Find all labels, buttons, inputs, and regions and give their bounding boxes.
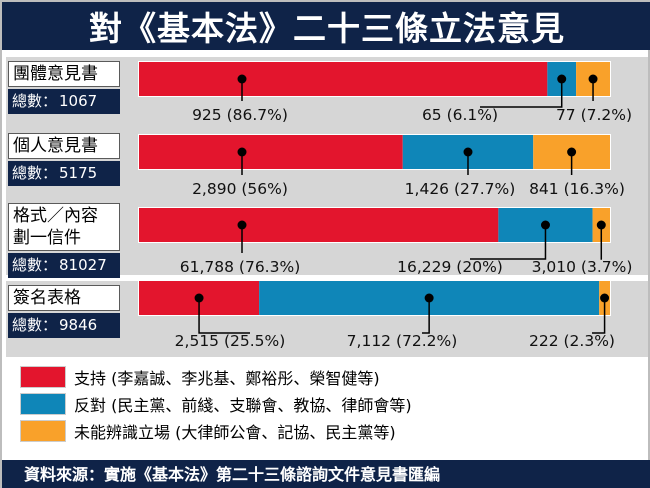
- category-name: 簽名表格: [8, 285, 120, 311]
- category-total: 總數： 9846: [8, 313, 120, 338]
- source-note: 資料來源：實施《基本法》第二十三條諮詢文件意見書匯編: [2, 460, 650, 488]
- legend-swatch: [20, 366, 66, 388]
- data-label: 841 (16.3%): [529, 180, 625, 198]
- label-dot: [424, 293, 434, 303]
- data-label: 61,788 (76.3%): [180, 258, 301, 276]
- label-dot: [237, 74, 247, 84]
- legend-item: 支持 (李嘉誠、李兆基、鄭裕彤、榮智健等): [20, 364, 380, 390]
- chart-title: 對《基本法》二十三條立法意見: [89, 9, 565, 48]
- category-name: 團體意見書: [8, 61, 120, 87]
- legend-label: 支持 (李嘉誠、李兆基、鄭裕彤、榮智健等): [74, 369, 380, 388]
- data-label: 65 (6.1%): [422, 106, 498, 124]
- data-label: 1,426 (27.7%): [405, 180, 516, 198]
- data-label: 3,010 (3.7%): [532, 258, 633, 276]
- label-dot: [567, 147, 577, 157]
- label-dot: [557, 74, 567, 84]
- label-dot: [237, 220, 247, 230]
- label-dot: [600, 293, 610, 303]
- label-dot: [194, 293, 204, 303]
- category-name: 格式／內容 劃一信件: [8, 203, 120, 251]
- category-total: 總數： 1067: [8, 89, 120, 114]
- legend-label: 未能辨識立場 (大律師公會、記協、民主黨等): [74, 423, 396, 442]
- legend-item: 反對 (民主黨、前綫、支聯會、教協、律師會等): [20, 391, 412, 417]
- label-pointer: [480, 79, 563, 108]
- label-pointer: [600, 225, 603, 260]
- category-total: 總數： 5175: [8, 161, 120, 186]
- data-label: 7,112 (72.2%): [347, 332, 458, 350]
- label-dot: [237, 147, 247, 157]
- legend-swatch: [20, 420, 66, 442]
- label-pointer: [470, 225, 547, 260]
- legend-label: 反對 (民主黨、前綫、支聯會、教協、律師會等): [74, 396, 412, 415]
- bar-segment: [139, 135, 403, 169]
- category-name: 個人意見書: [8, 133, 120, 159]
- data-label: 222 (2.3%): [529, 332, 615, 350]
- label-pointer: [198, 298, 250, 334]
- label-dot: [540, 220, 550, 230]
- label-pointer: [592, 298, 606, 334]
- legend-swatch: [20, 393, 66, 415]
- label-dot: [588, 74, 598, 84]
- data-label: 16,229 (20%): [397, 258, 503, 276]
- category-total: 總數： 81027: [8, 253, 120, 278]
- legend-item: 未能辨識立場 (大律師公會、記協、民主黨等): [20, 418, 396, 444]
- data-label: 2,515 (25.5%): [175, 332, 286, 350]
- data-label: 2,890 (56%): [192, 180, 288, 198]
- bar-segment: [139, 208, 499, 242]
- data-label: 77 (7.2%): [556, 106, 632, 124]
- label-pointer: [422, 298, 430, 334]
- label-dot: [463, 147, 473, 157]
- label-dot: [596, 220, 606, 230]
- title-bar: 對《基本法》二十三條立法意見: [2, 2, 650, 50]
- data-label: 925 (86.7%): [192, 106, 288, 124]
- bar-segment: [139, 62, 548, 96]
